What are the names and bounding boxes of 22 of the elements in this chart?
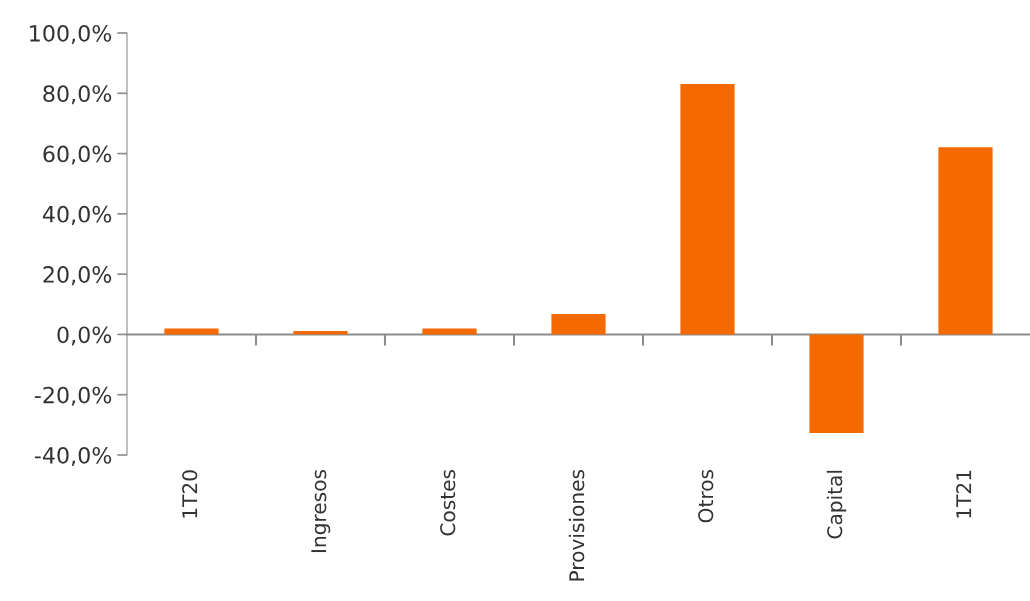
y-tick-label: -20,0% xyxy=(34,386,112,406)
y-tick-label: 40,0% xyxy=(42,205,112,225)
x-tick-label: Capital xyxy=(826,470,847,539)
bar xyxy=(422,328,477,335)
x-tick-label: 1T21 xyxy=(956,470,972,518)
bar xyxy=(551,313,606,335)
x-tick-label: Costes xyxy=(440,469,456,536)
bar xyxy=(164,328,219,335)
x-tick-label: Ingresos xyxy=(311,469,331,553)
y-tick-label: 0,0% xyxy=(57,326,112,346)
y-tick-label: 80,0% xyxy=(43,85,112,105)
bar xyxy=(680,83,735,335)
bar xyxy=(809,334,864,433)
x-tick-label: Provisiones xyxy=(568,469,585,581)
x-tick-label: Otros xyxy=(698,469,714,523)
y-tick-label: -40,0% xyxy=(34,446,112,467)
y-tick-label: 100,0% xyxy=(30,24,112,45)
y-tick-label: 20,0% xyxy=(43,266,112,286)
bar xyxy=(293,331,348,335)
x-tick-label: 1T20 xyxy=(182,470,198,518)
y-tick-label: 60,0% xyxy=(43,145,112,165)
bar xyxy=(938,147,993,335)
